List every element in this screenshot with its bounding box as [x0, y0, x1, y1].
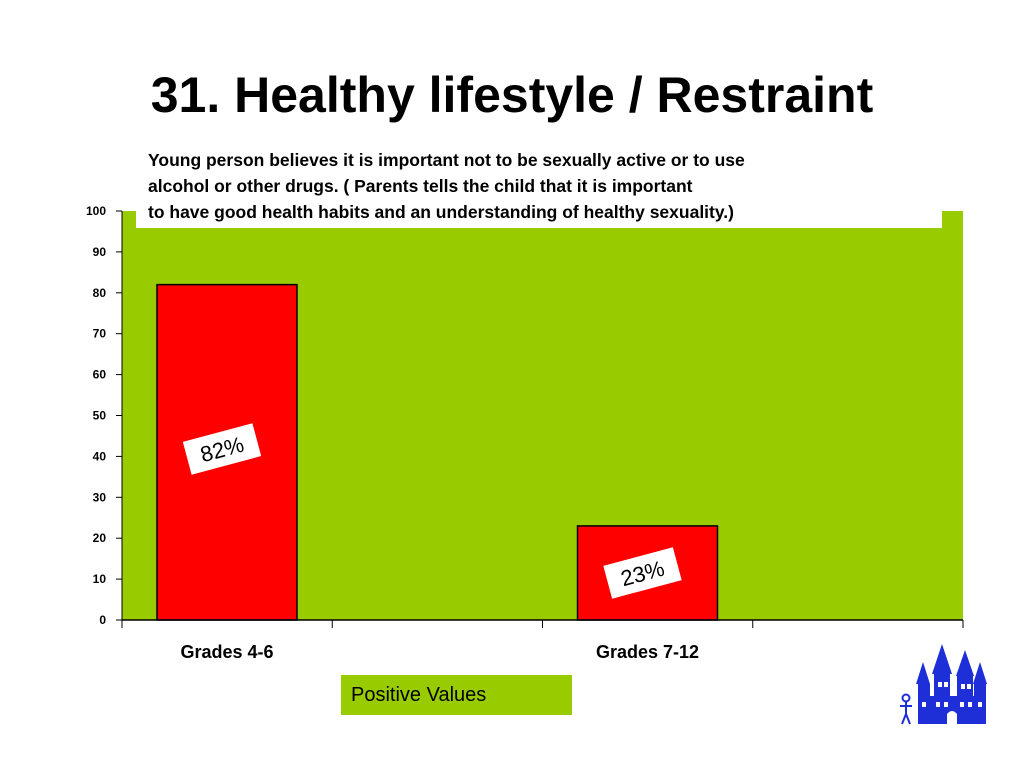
slide-title: 31. Healthy lifestyle / Restraint: [150, 67, 874, 123]
data-label-box: [603, 547, 682, 599]
legend-label: Positive Values: [351, 684, 487, 706]
y-tick-label: 30: [93, 490, 107, 504]
description-line-3: to have good health habits and an unders…: [148, 202, 734, 222]
chart-description: Young person believes it is important no…: [136, 143, 942, 228]
description-line-2: alcohol or other drugs. ( Parents tells …: [148, 176, 693, 196]
castle-logo-icon: [900, 644, 987, 725]
y-tick-label: 60: [93, 368, 107, 382]
y-tick-label: 20: [93, 531, 107, 545]
y-tick-label: 50: [93, 409, 107, 423]
data-label-box: [182, 423, 262, 475]
x-category-label: Grades 4-6: [180, 642, 273, 662]
data-label: 82%: [182, 423, 262, 475]
y-tick-label: 70: [93, 327, 107, 341]
y-tick-label: 80: [93, 286, 107, 300]
data-label: 23%: [603, 547, 682, 599]
x-category-label: Grades 7-12: [596, 642, 699, 662]
description-line-1: Young person believes it is important no…: [148, 150, 745, 170]
y-tick-label: 40: [93, 449, 107, 463]
y-tick-label: 10: [93, 572, 107, 586]
y-tick-label: 0: [99, 613, 106, 627]
y-tick-label: 100: [86, 204, 106, 218]
y-tick-label: 90: [93, 245, 107, 259]
legend: Positive Values: [341, 675, 572, 715]
